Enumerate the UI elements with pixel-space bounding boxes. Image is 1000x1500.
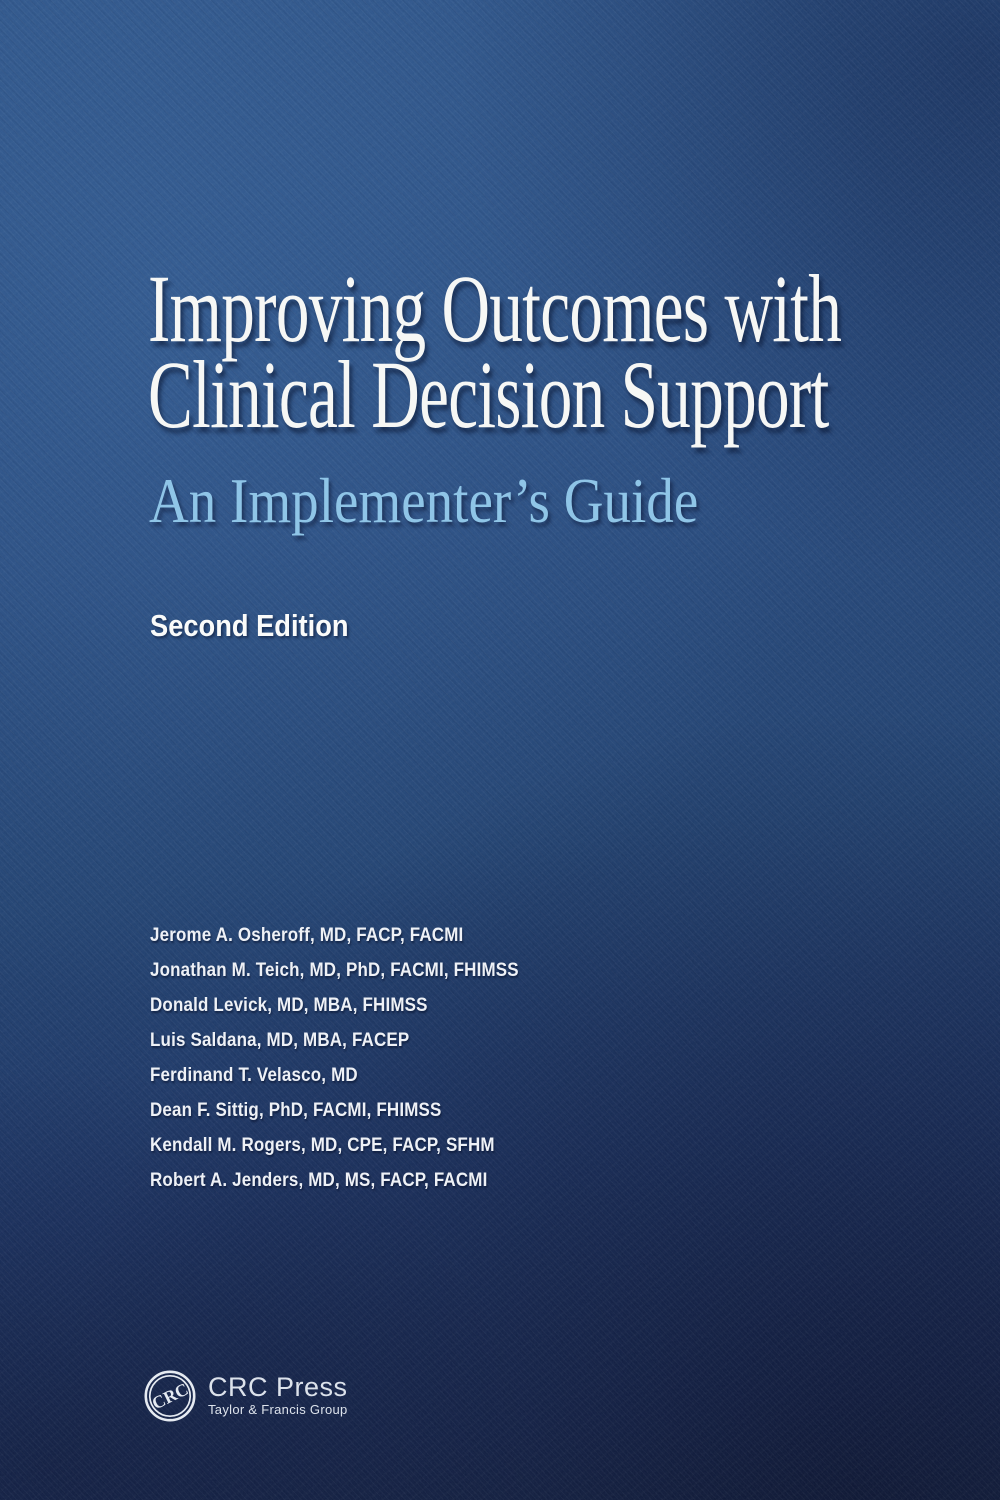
author-line: Ferdinand T. Velasco, MD: [150, 1064, 358, 1086]
author-line: Jonathan M. Teich, MD, PhD, FACMI, FHIMS…: [150, 959, 519, 981]
crc-press-logo-icon: CRC: [144, 1370, 196, 1422]
publisher-text: CRC Press Taylor & Francis Group: [208, 1369, 348, 1417]
crc-monogram: CRC: [149, 1379, 192, 1414]
author-line: Jerome A. Osheroff, MD, FACP, FACMI: [150, 924, 464, 946]
author-line: Kendall M. Rogers, MD, CPE, FACP, SFHM: [150, 1134, 495, 1156]
book-title-line1: Improving Outcomes with: [148, 255, 842, 362]
book-title: Improving Outcomes with Clinical Decisio…: [148, 261, 842, 443]
publisher-block: CRC CRC Press Taylor & Francis Group: [143, 1369, 348, 1423]
author-list: Jerome A. Osheroff, MD, FACP, FACMI Jona…: [150, 918, 519, 1198]
author-line: Dean F. Sittig, PhD, FACMI, FHIMSS: [150, 1099, 442, 1121]
edition-label: Second Edition: [150, 608, 349, 643]
book-title-line2: Clinical Decision Support: [148, 341, 829, 448]
publisher-tagline: Taylor & Francis Group: [208, 1402, 348, 1417]
author-line: Luis Saldana, MD, MBA, FACEP: [150, 1029, 410, 1051]
author-line: Robert A. Jenders, MD, MS, FACP, FACMI: [150, 1169, 488, 1191]
book-subtitle: An Implementer’s Guide: [149, 465, 699, 536]
author-line: Donald Levick, MD, MBA, FHIMSS: [150, 994, 428, 1016]
publisher-name: CRC Press: [208, 1372, 348, 1402]
